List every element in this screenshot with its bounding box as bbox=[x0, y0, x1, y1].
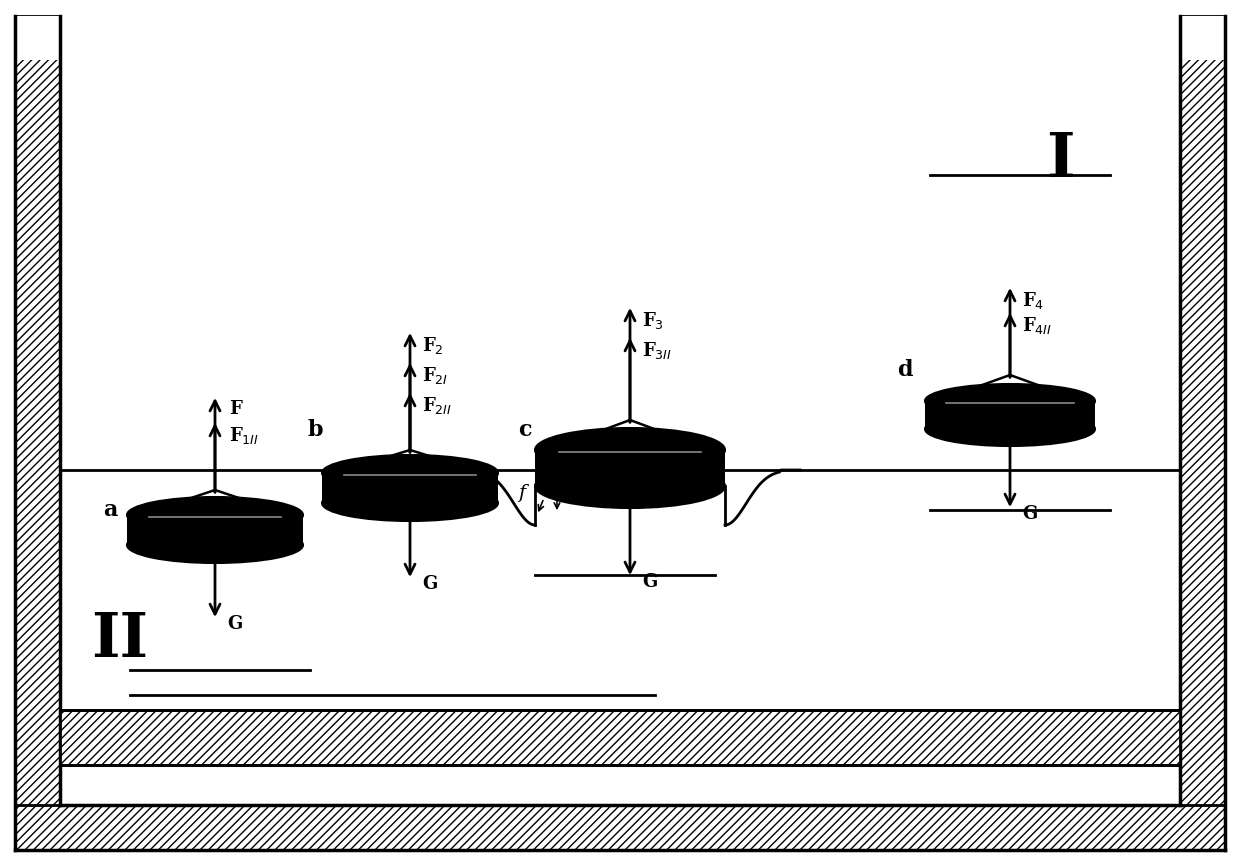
Text: I: I bbox=[1045, 130, 1074, 190]
Text: f: f bbox=[518, 484, 526, 502]
Bar bbox=[534, 450, 725, 486]
Text: F$_2$: F$_2$ bbox=[422, 335, 444, 356]
Bar bbox=[126, 515, 303, 545]
Ellipse shape bbox=[925, 384, 1095, 418]
Ellipse shape bbox=[925, 412, 1095, 446]
Bar bbox=[15, 16, 1225, 60]
Bar bbox=[60, 60, 1180, 805]
Text: F$_{2I}$: F$_{2I}$ bbox=[422, 365, 449, 386]
Bar bbox=[15, 805, 1225, 850]
Ellipse shape bbox=[322, 455, 498, 491]
Text: G: G bbox=[227, 615, 242, 633]
Text: II: II bbox=[92, 610, 149, 670]
Ellipse shape bbox=[126, 527, 303, 563]
Bar bbox=[925, 401, 1095, 429]
Text: d: d bbox=[898, 359, 913, 381]
Text: G: G bbox=[642, 573, 657, 591]
Ellipse shape bbox=[534, 464, 725, 508]
Ellipse shape bbox=[126, 497, 303, 533]
Text: F: F bbox=[229, 400, 242, 418]
Text: F$_{2II}$: F$_{2II}$ bbox=[422, 395, 453, 416]
Text: F$_4$: F$_4$ bbox=[1022, 290, 1044, 311]
Ellipse shape bbox=[322, 485, 498, 521]
Text: b: b bbox=[308, 419, 322, 441]
Text: c: c bbox=[518, 419, 532, 441]
Bar bbox=[1180, 16, 1225, 850]
Text: F$_{3II}$: F$_{3II}$ bbox=[642, 340, 672, 361]
Text: a: a bbox=[103, 499, 118, 521]
Text: F$_3$: F$_3$ bbox=[642, 310, 663, 331]
Ellipse shape bbox=[534, 428, 725, 472]
Text: F$_{1II}$: F$_{1II}$ bbox=[229, 425, 259, 446]
Bar bbox=[15, 16, 60, 850]
Text: G: G bbox=[1022, 505, 1037, 523]
Bar bbox=[322, 473, 498, 503]
Bar bbox=[60, 710, 1180, 765]
Text: G: G bbox=[422, 575, 438, 593]
Text: F$_{4II}$: F$_{4II}$ bbox=[1022, 315, 1052, 336]
